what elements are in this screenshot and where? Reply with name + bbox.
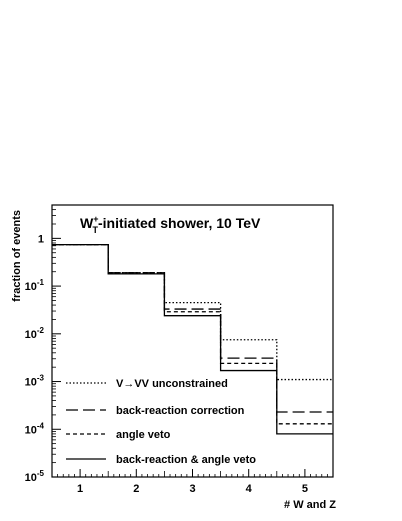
y-tick-label-2: 10-1 xyxy=(25,278,45,293)
y-tick-label-1: 1 xyxy=(38,233,44,245)
legend-label-2: back-reaction correction xyxy=(116,405,245,417)
x-tick-label-2: 2 xyxy=(133,483,139,495)
x-tick-label-4: 4 xyxy=(246,483,253,495)
y-tick-label-5: 10-4 xyxy=(25,421,45,436)
y-tick-label-4: 10-3 xyxy=(25,374,45,389)
legend: V→VV unconstrained back-reaction correcti… xyxy=(66,378,256,466)
series-line-3 xyxy=(52,243,333,425)
legend-label-1: V→VV unconstrained xyxy=(116,378,228,390)
legend-label-3: angle veto xyxy=(116,429,171,441)
chart-marks xyxy=(52,243,333,435)
x-tick-label-3: 3 xyxy=(189,483,195,495)
chart-axes: 1 2 3 4 5 1 10-1 10-2 10-3 10-4 10-5 xyxy=(25,204,328,495)
y-tick-label-3: 10-2 xyxy=(25,326,45,341)
series-line-1 xyxy=(52,243,333,381)
x-tick-label-5: 5 xyxy=(302,483,308,495)
y-axis-label: fraction of events xyxy=(11,210,23,302)
x-axis-label: # W and Z xyxy=(284,499,336,511)
series-line-4 xyxy=(52,243,333,435)
x-tick-label-1: 1 xyxy=(77,483,83,495)
plot-frame xyxy=(51,204,334,478)
chart-title: W+ T-initiated shower, 10 TeV xyxy=(80,214,261,235)
legend-label-4: back-reaction & angle veto xyxy=(116,454,256,466)
y-tick-label-6: 10-5 xyxy=(25,469,45,484)
